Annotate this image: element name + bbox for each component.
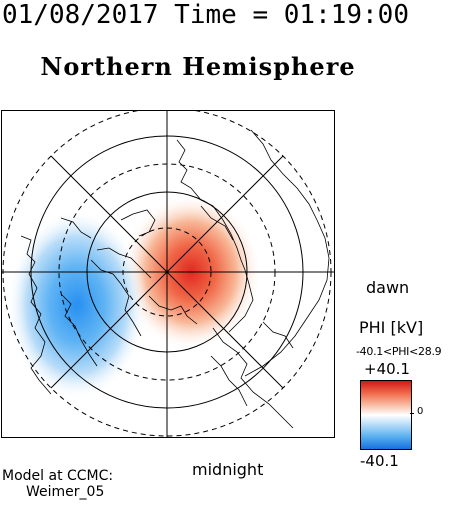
plot-title: Northern Hemisphere [40, 52, 356, 81]
colorbar-min-label: -40.1 [360, 452, 399, 470]
model-credit-line2: Weimer_05 [26, 484, 105, 500]
meridian-diagonal-b [50, 155, 284, 389]
colorbar [360, 380, 412, 450]
colorbar-zero-label: 0 [417, 406, 424, 417]
colorbar-max-label: +40.1 [364, 360, 410, 378]
model-credit-line1: Model at CCMC: [2, 468, 114, 484]
polar-potential-map [1, 110, 335, 438]
colorbar-zero-tick [410, 413, 414, 414]
coastlines [20, 129, 330, 429]
timestamp: 01/08/2017 Time = 01:19:00 [2, 0, 409, 30]
dawn-label: dawn [366, 278, 410, 297]
midnight-label: midnight [192, 460, 264, 479]
colorbar-title: PHI [kV] [359, 318, 424, 337]
colorbar-range: -40.1<PHI<28.9 [356, 345, 442, 358]
